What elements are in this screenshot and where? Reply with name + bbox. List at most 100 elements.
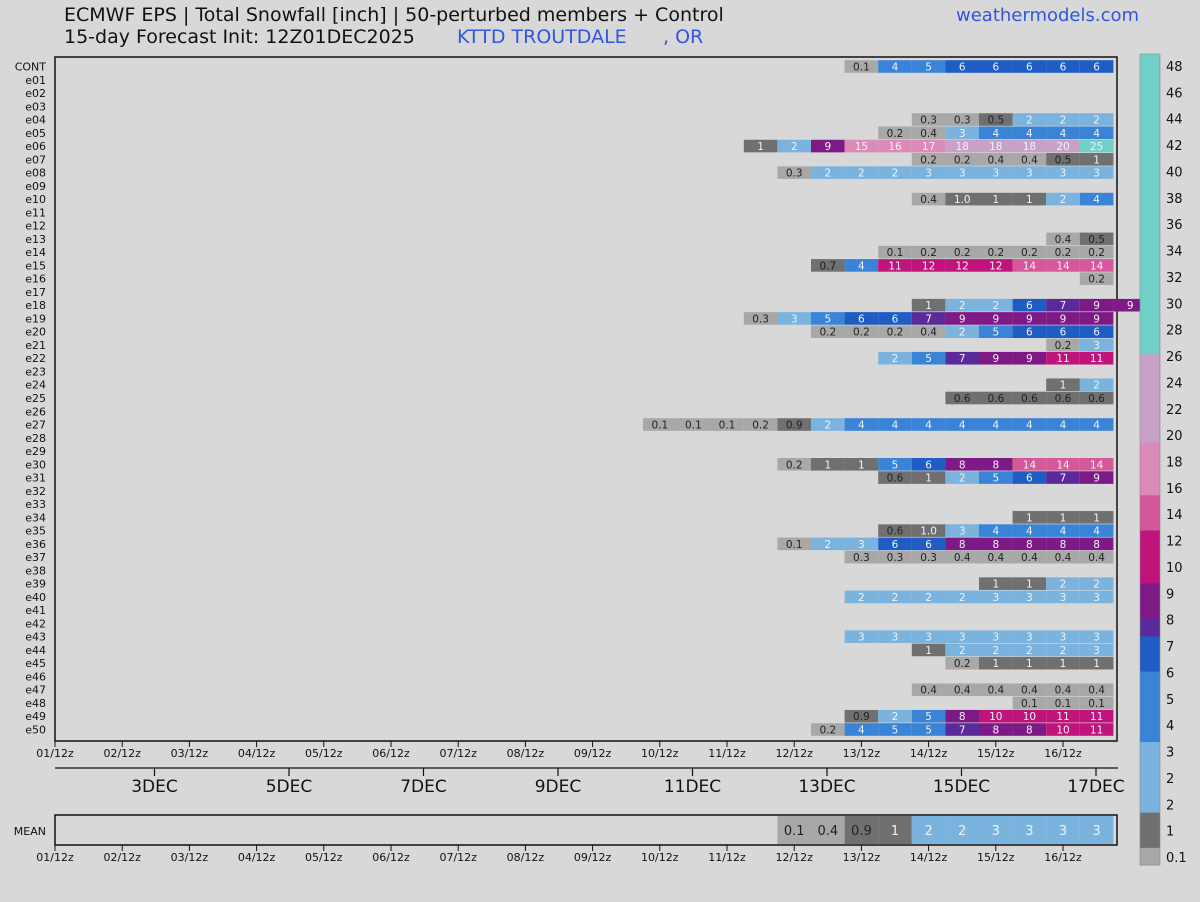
colorbar-segment: [1140, 424, 1160, 443]
member-label-e46: e46: [25, 670, 46, 683]
cell-e47: [911, 683, 946, 697]
cell-value-e47: 0.4: [954, 685, 971, 697]
cell-value-e20: 0.4: [920, 327, 937, 339]
cell-e18: [979, 298, 1013, 312]
cell-e44: [1012, 643, 1047, 657]
cell-value-e07: 0.4: [987, 154, 1004, 166]
cell-e35: [1046, 524, 1080, 537]
colorbar-label: 32: [1166, 271, 1183, 286]
cell-e21: [1079, 338, 1114, 352]
cell-value-e20: 5: [992, 327, 999, 339]
cell-e10: [1046, 192, 1080, 206]
colorbar-segment: [1140, 247, 1160, 267]
cell-e15: [979, 259, 1013, 272]
cell-e43: [1046, 630, 1080, 643]
cell-e07: [911, 153, 946, 166]
cell-value-e34: 1: [1060, 512, 1067, 524]
cell-e05: [1079, 126, 1114, 140]
cell-e50: [1012, 723, 1047, 736]
colorbar-label: 38: [1166, 192, 1183, 207]
colorbar-label: 2: [1166, 772, 1174, 787]
cell-value-e06: 9: [824, 141, 831, 153]
cell-value-e40: 3: [1060, 592, 1067, 604]
cell-value-e08: 2: [824, 168, 831, 180]
cell-e49: [1046, 709, 1080, 723]
cell-value-e07: 0.4: [1021, 154, 1038, 166]
cell-e35: [1012, 524, 1047, 537]
cell-value-e34: 1: [1026, 512, 1033, 524]
cell-value-CONT: 5: [925, 62, 932, 74]
colorbar-label: 46: [1166, 86, 1183, 101]
cell-value-e22: 9: [992, 353, 999, 365]
cell-value-e04: 0.3: [954, 115, 971, 127]
colorbar-segment: [1140, 195, 1160, 214]
cell-CONT: [844, 60, 879, 73]
colorbar-segment: [1140, 441, 1160, 460]
cell-e27: [844, 418, 879, 431]
cell-e18: [945, 298, 979, 312]
colorbar-label: 30: [1166, 297, 1183, 312]
cell-e10: [911, 192, 946, 206]
cell-value-e36: 8: [959, 539, 966, 551]
cell-e07: [979, 153, 1013, 166]
cell-value-e30: 14: [1056, 459, 1070, 471]
mean-cell: [945, 816, 979, 844]
cell-value-e18: 2: [992, 300, 999, 312]
mean-x-tick-label: 13/12z: [843, 851, 881, 864]
member-label-e44: e44: [25, 644, 46, 657]
cell-CONT: [945, 60, 979, 73]
mean-x-tick-label: 01/12z: [36, 851, 74, 864]
cell-value-e27: 4: [959, 420, 966, 432]
cell-value-e15: 12: [922, 260, 935, 272]
colorbar-segment: [1140, 530, 1160, 549]
cell-e20: [1046, 325, 1080, 338]
colorbar-segment: [1140, 159, 1160, 178]
mean-value: 3: [992, 824, 1000, 839]
cell-value-e49: 2: [892, 711, 899, 723]
cell-value-e30: 8: [992, 459, 999, 471]
cell-value-e24: 1: [1060, 380, 1067, 392]
cell-value-e07: 1: [1093, 154, 1100, 166]
cell-value-e27: 0.2: [752, 420, 769, 432]
cell-value-e19: 9: [959, 313, 966, 325]
mean-x-tick-label: 09/12z: [574, 851, 612, 864]
member-label-e29: e29: [25, 445, 46, 458]
cell-e22: [1079, 351, 1114, 365]
cell-value-e30: 14: [1090, 459, 1104, 471]
mean-value: 1: [891, 824, 899, 839]
cell-e47: [945, 683, 979, 697]
cell-e50: [878, 723, 912, 736]
cell-e35: [878, 524, 912, 537]
cell-value-e39: 1: [1026, 579, 1033, 591]
cell-value-e20: 0.2: [853, 327, 870, 339]
colorbar-label: 1: [1166, 825, 1174, 840]
cell-value-e35: 4: [1060, 526, 1067, 538]
colorbar-segment: [1140, 671, 1160, 690]
cell-value-e36: 8: [1060, 539, 1067, 551]
cell-e37: [911, 550, 946, 564]
cell-e14: [979, 245, 1013, 259]
cell-e22: [878, 351, 912, 365]
cell-value-e15: 11: [888, 260, 901, 272]
cell-e15: [1079, 259, 1114, 272]
cell-value-e40: 2: [892, 592, 899, 604]
cell-e06: [945, 139, 979, 153]
member-label-e03: e03: [25, 100, 46, 113]
colorbar-segment: [1140, 635, 1160, 654]
cell-value-e36: 8: [1026, 539, 1033, 551]
cell-value-e19: 6: [858, 313, 865, 325]
cell-value-e37: 0.4: [1055, 552, 1072, 564]
member-label-e11: e11: [25, 206, 46, 219]
cell-value-e30: 14: [1023, 459, 1037, 471]
cell-e30: [979, 458, 1013, 471]
cell-e35: [945, 524, 979, 537]
colorbar-segment: [1140, 582, 1160, 602]
cell-value-e19: 6: [892, 313, 899, 325]
mean-value: 2: [924, 824, 932, 839]
member-label-e41: e41: [25, 604, 46, 617]
date-label: 13DEC: [798, 777, 855, 797]
member-label-e16: e16: [25, 273, 46, 286]
cell-e05: [945, 126, 979, 140]
cell-e27: [710, 418, 744, 431]
